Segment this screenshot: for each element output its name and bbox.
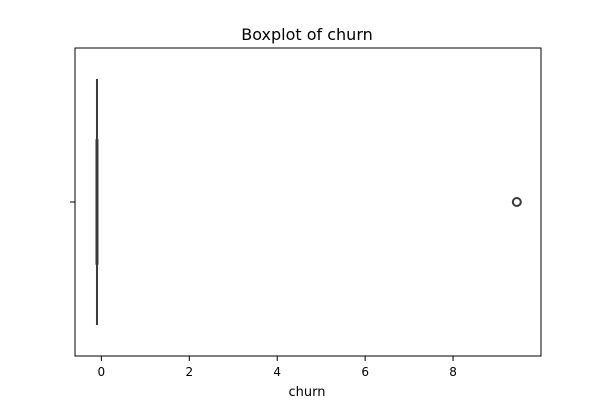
plot-frame: [74, 47, 542, 357]
plot-marks: [95, 79, 522, 325]
x-tick-label: 0: [98, 365, 106, 379]
x-tick-label: 2: [185, 365, 193, 379]
x-tick-label: 8: [449, 365, 457, 379]
chart-title: Boxplot of churn: [241, 25, 373, 44]
x-tick-label: 4: [273, 365, 281, 379]
x-axis-ticks: 0 2 4 6 8: [98, 356, 457, 379]
outlier-point: [511, 197, 522, 207]
x-axis-label: churn: [289, 385, 326, 400]
x-tick-label: 6: [361, 365, 369, 379]
